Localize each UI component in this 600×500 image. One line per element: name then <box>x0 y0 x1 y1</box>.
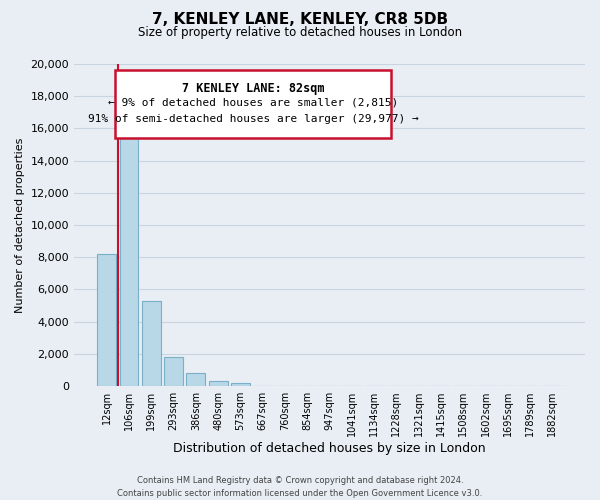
Text: Contains HM Land Registry data © Crown copyright and database right 2024.
Contai: Contains HM Land Registry data © Crown c… <box>118 476 482 498</box>
Bar <box>231 383 250 386</box>
Bar <box>187 373 205 386</box>
X-axis label: Distribution of detached houses by size in London: Distribution of detached houses by size … <box>173 442 486 455</box>
Text: ← 9% of detached houses are smaller (2,815): ← 9% of detached houses are smaller (2,8… <box>108 98 398 108</box>
Text: 7 KENLEY LANE: 82sqm: 7 KENLEY LANE: 82sqm <box>182 82 324 94</box>
Bar <box>209 382 227 386</box>
Text: 91% of semi-detached houses are larger (29,977) →: 91% of semi-detached houses are larger (… <box>88 114 418 124</box>
Bar <box>142 300 161 386</box>
Bar <box>119 120 139 386</box>
Bar <box>164 357 183 386</box>
Bar <box>97 254 116 386</box>
Text: Size of property relative to detached houses in London: Size of property relative to detached ho… <box>138 26 462 39</box>
Text: 7, KENLEY LANE, KENLEY, CR8 5DB: 7, KENLEY LANE, KENLEY, CR8 5DB <box>152 12 448 28</box>
FancyBboxPatch shape <box>115 70 391 138</box>
Y-axis label: Number of detached properties: Number of detached properties <box>15 138 25 312</box>
